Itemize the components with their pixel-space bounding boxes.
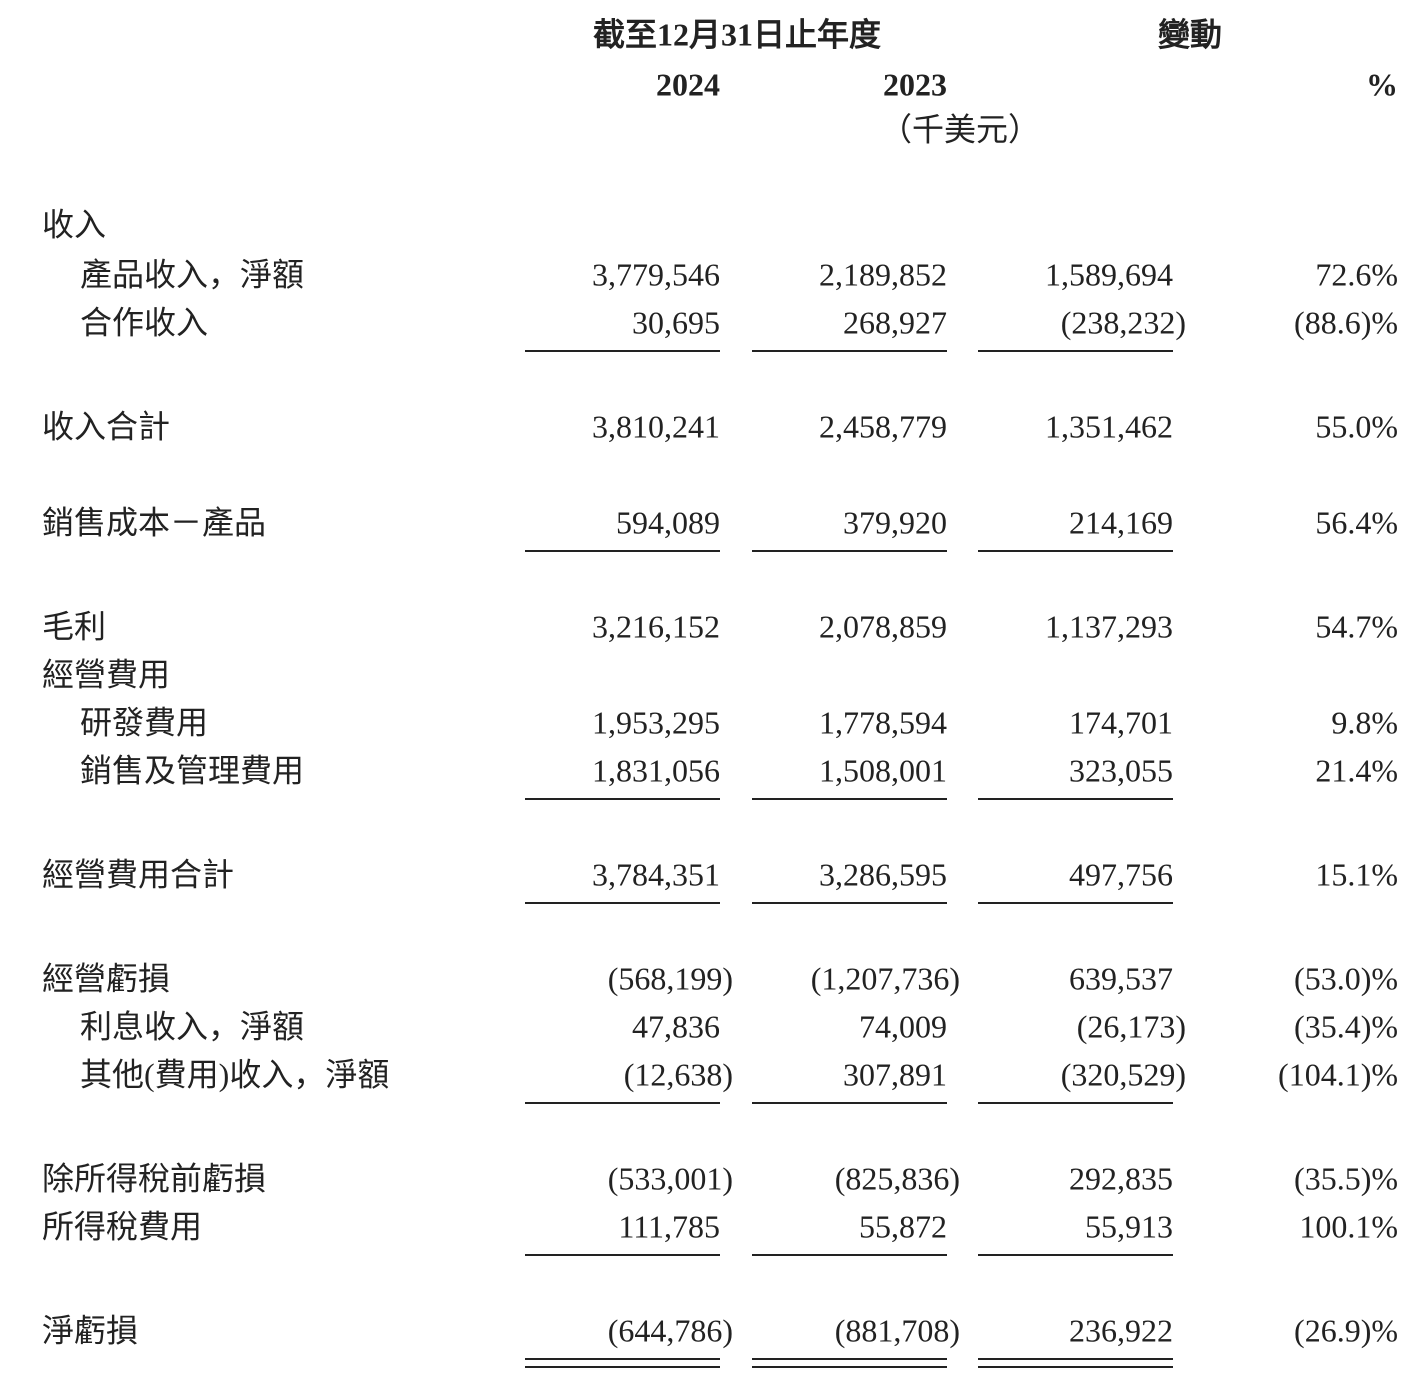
cell-value: 47,836 — [632, 1008, 720, 1044]
cell-value: 54.7% — [1315, 608, 1398, 644]
cell-value: 1,351,462 — [1045, 408, 1173, 444]
cell-value: 2,189,852 — [819, 256, 947, 292]
cell-value: (568,199) — [608, 960, 733, 996]
cell-value: (825,836) — [835, 1160, 960, 1196]
cell-value: (533,001) — [608, 1160, 733, 1196]
cell-value: 72.6% — [1315, 256, 1398, 292]
cell-value: 174,701 — [1069, 704, 1173, 740]
cell-value: 9.8% — [1331, 704, 1398, 740]
cell-value: 639,537 — [1069, 960, 1173, 996]
cell-value: (26.9)% — [1294, 1312, 1398, 1348]
year-header: 2023 — [883, 66, 947, 102]
row-label: 所得稅費用 — [42, 1208, 202, 1244]
cell-value: (881,708) — [835, 1312, 960, 1348]
row-label: 利息收入，淨額 — [80, 1008, 304, 1044]
cell-value: 55,913 — [1085, 1208, 1173, 1244]
cell-value: (88.6)% — [1294, 304, 1398, 340]
cell-value: 3,779,546 — [592, 256, 720, 292]
cell-value: (320,529) — [1061, 1056, 1186, 1092]
cell-value: 2,078,859 — [819, 608, 947, 644]
year-header: 2024 — [656, 66, 720, 102]
cell-value: (104.1)% — [1278, 1056, 1398, 1092]
period-header: 截至12月31日止年度 — [593, 16, 881, 52]
row-label: 經營虧損 — [42, 960, 170, 996]
row-label: 其他(費用)收入，淨額 — [80, 1056, 389, 1092]
row-label: 收入合計 — [42, 408, 170, 444]
cell-value: 497,756 — [1069, 856, 1173, 892]
cell-value: 292,835 — [1069, 1160, 1173, 1196]
cell-value: 56.4% — [1315, 504, 1398, 540]
cell-value: 379,920 — [843, 504, 947, 540]
cell-value: 3,286,595 — [819, 856, 947, 892]
cell-value: (35.4)% — [1294, 1008, 1398, 1044]
row-label: 產品收入，淨額 — [80, 256, 304, 292]
cell-value: 1,137,293 — [1045, 608, 1173, 644]
row-label: 銷售成本－產品 — [42, 504, 266, 540]
cell-value: (26,173) — [1077, 1008, 1186, 1044]
cell-value: 1,953,295 — [592, 704, 720, 740]
row-label: 毛利 — [42, 608, 106, 644]
cell-value: (1,207,736) — [811, 960, 960, 996]
cell-value: (53.0)% — [1294, 960, 1398, 996]
cell-value: 1,508,001 — [819, 752, 947, 788]
cell-value: 30,695 — [632, 304, 720, 340]
percent-header: % — [1366, 66, 1398, 102]
row-label: 合作收入 — [80, 304, 208, 340]
cell-value: 323,055 — [1069, 752, 1173, 788]
cell-value: 214,169 — [1069, 504, 1173, 540]
row-label: 經營費用合計 — [42, 856, 234, 892]
cell-value: 1,589,694 — [1045, 256, 1173, 292]
cell-value: (35.5)% — [1294, 1160, 1398, 1196]
cell-value: (238,232) — [1061, 304, 1186, 340]
cell-value: 1,831,056 — [592, 752, 720, 788]
cell-value: 307,891 — [843, 1056, 947, 1092]
cell-value: 1,778,594 — [819, 704, 947, 740]
cell-value: 55,872 — [859, 1208, 947, 1244]
cell-value: 74,009 — [859, 1008, 947, 1044]
cell-value: 100.1% — [1299, 1208, 1398, 1244]
cell-value: 111,785 — [618, 1208, 720, 1244]
row-label: 經營費用 — [42, 656, 170, 692]
cell-value: 15.1% — [1315, 856, 1398, 892]
row-label: 除所得稅前虧損 — [42, 1160, 266, 1196]
cell-value: 594,089 — [616, 504, 720, 540]
cell-value: 21.4% — [1315, 752, 1398, 788]
cell-value: 268,927 — [843, 304, 947, 340]
unit-header: （千美元） — [880, 111, 1040, 147]
change-header: 變動 — [1158, 16, 1222, 52]
cell-value: 2,458,779 — [819, 408, 947, 444]
cell-value: (644,786) — [608, 1312, 733, 1348]
row-label: 研發費用 — [80, 704, 208, 740]
row-label: 收入 — [42, 206, 106, 242]
cell-value: 3,810,241 — [592, 408, 720, 444]
cell-value: 3,784,351 — [592, 856, 720, 892]
cell-value: (12,638) — [624, 1056, 733, 1092]
cell-value: 55.0% — [1315, 408, 1398, 444]
row-label: 銷售及管理費用 — [80, 752, 304, 788]
cell-value: 236,922 — [1069, 1312, 1173, 1348]
cell-value: 3,216,152 — [592, 608, 720, 644]
row-label: 淨虧損 — [42, 1312, 138, 1348]
